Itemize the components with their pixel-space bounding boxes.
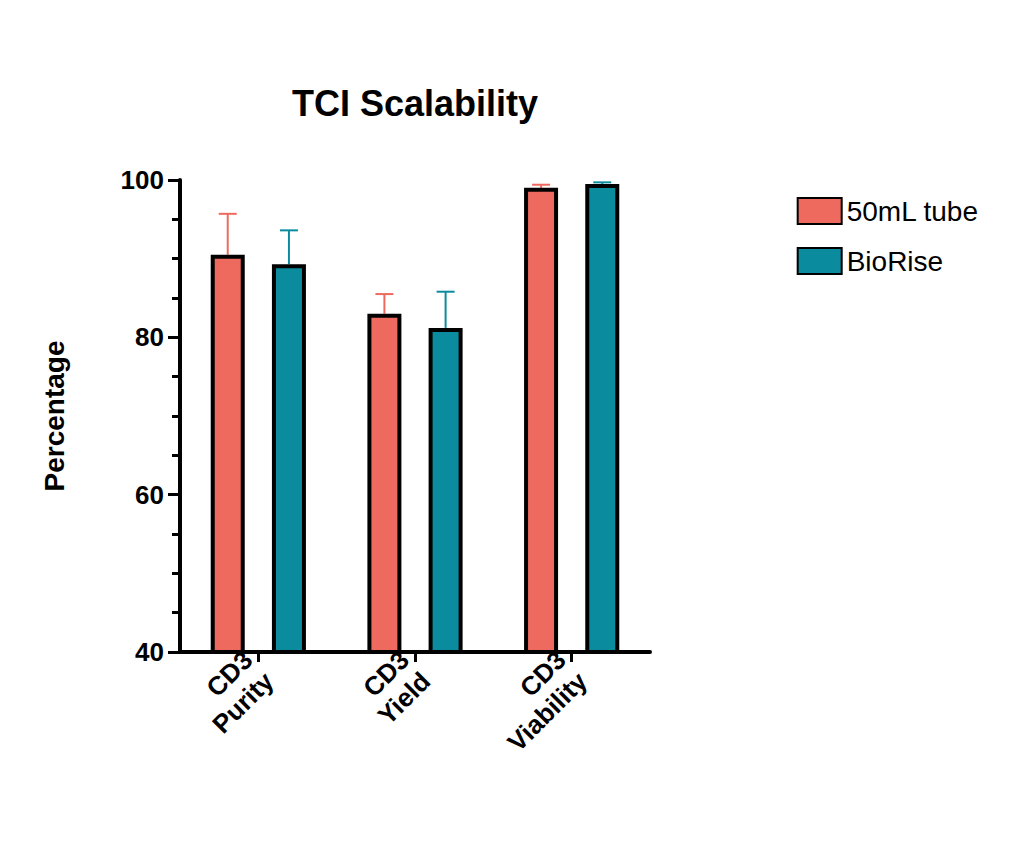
svg-text:BioRise: BioRise: [847, 246, 943, 277]
svg-text:TCI Scalability: TCI Scalability: [292, 83, 538, 124]
svg-text:100: 100: [121, 165, 164, 195]
svg-text:Viability: Viability: [502, 666, 594, 758]
svg-text:80: 80: [135, 322, 164, 352]
svg-text:50mL tube: 50mL tube: [847, 196, 978, 227]
svg-text:Percentage: Percentage: [39, 341, 70, 492]
svg-text:Yield: Yield: [372, 666, 436, 730]
svg-text:60: 60: [135, 480, 164, 510]
svg-text:Purity: Purity: [206, 666, 280, 740]
svg-text:40: 40: [135, 637, 164, 667]
